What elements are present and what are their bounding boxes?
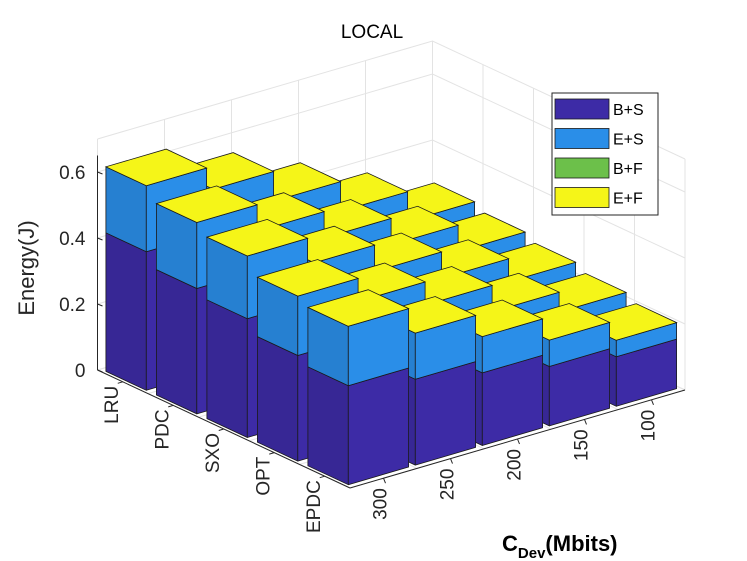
x-axis-label-main: C bbox=[502, 531, 518, 556]
chart-title: LOCAL bbox=[341, 22, 403, 43]
capacity-axis-tick-label: 150 bbox=[572, 429, 593, 461]
z-axis-tick-label: 0 bbox=[75, 361, 86, 382]
policy-axis-tick-label: PDC bbox=[152, 409, 173, 449]
legend-label: B+F bbox=[613, 161, 643, 178]
axes: 0 0.2 0.4 0.6 LRU PDC SXO OPT EPDC 300 250 200 150 10… bbox=[59, 155, 686, 533]
policy-axis-tick-label: EPDC bbox=[304, 480, 325, 533]
z-axis-tick-label: 0.4 bbox=[59, 229, 86, 250]
x-axis-label-unit: (Mbits) bbox=[545, 531, 617, 556]
bar-EPDC-300-B+S bbox=[307, 366, 410, 486]
z-axis-tick-label: 0.2 bbox=[59, 295, 85, 316]
legend: B+S E+S B+F E+F bbox=[551, 92, 659, 216]
policy-axis-tick-label: OPT bbox=[253, 456, 274, 495]
legend-swatch bbox=[554, 187, 610, 208]
bar-top-EPDC-300 bbox=[306, 289, 410, 327]
capacity-axis-tick bbox=[450, 458, 453, 464]
bar-side-face bbox=[105, 232, 147, 391]
y-axis-label: Energy(J) bbox=[14, 220, 39, 315]
bar-front-face bbox=[414, 361, 477, 466]
z-axis-tick bbox=[97, 171, 103, 175]
policy-axis-tick-label: SXO bbox=[203, 433, 224, 473]
bar-front-face bbox=[347, 367, 410, 486]
legend-label: E+S bbox=[613, 132, 644, 149]
legend-label: E+F bbox=[613, 191, 643, 208]
bars bbox=[104, 148, 678, 486]
bar-side-face bbox=[155, 269, 198, 415]
bar-EPDC-300-E+S bbox=[307, 306, 410, 387]
z-axis-tick bbox=[97, 303, 103, 307]
capacity-axis-tick-label: 100 bbox=[639, 410, 660, 442]
capacity-axis-tick-label: 250 bbox=[438, 469, 459, 501]
bar-side-face bbox=[256, 336, 299, 462]
bar-top-OPT-300 bbox=[256, 259, 360, 297]
policy-axis-tick bbox=[117, 381, 123, 384]
legend-swatch bbox=[554, 98, 610, 120]
legend-label: B+S bbox=[613, 102, 644, 119]
x-axis-label: CDev(Mbits) bbox=[502, 531, 618, 561]
policy-axis-tick bbox=[218, 428, 224, 431]
policy-axis-tick-label: LRU bbox=[102, 386, 123, 424]
policy-axis-tick bbox=[168, 404, 174, 408]
policy-axis-tick bbox=[319, 475, 325, 479]
legend-swatch bbox=[554, 157, 610, 179]
z-axis-tick bbox=[97, 237, 103, 241]
policy-axis-tick bbox=[269, 452, 275, 455]
capacity-axis-tick-label: 300 bbox=[371, 488, 392, 520]
capacity-axis-tick bbox=[383, 478, 386, 484]
bar-top-PDC-300 bbox=[155, 185, 259, 223]
legend-swatch bbox=[554, 128, 610, 149]
capacity-axis-tick bbox=[651, 399, 654, 405]
bar-side-face bbox=[206, 299, 248, 438]
capacity-axis-tick bbox=[584, 419, 587, 425]
bar-side-face bbox=[307, 366, 349, 486]
bar-top-SXO-300 bbox=[205, 218, 309, 257]
capacity-axis-tick-label: 200 bbox=[505, 449, 526, 481]
capacity-axis-tick bbox=[517, 438, 520, 445]
bar-top-LRU-300 bbox=[104, 148, 208, 187]
z-axis-tick-label: 0.6 bbox=[59, 163, 85, 184]
x-axis-label-subscript: Dev bbox=[518, 545, 546, 561]
